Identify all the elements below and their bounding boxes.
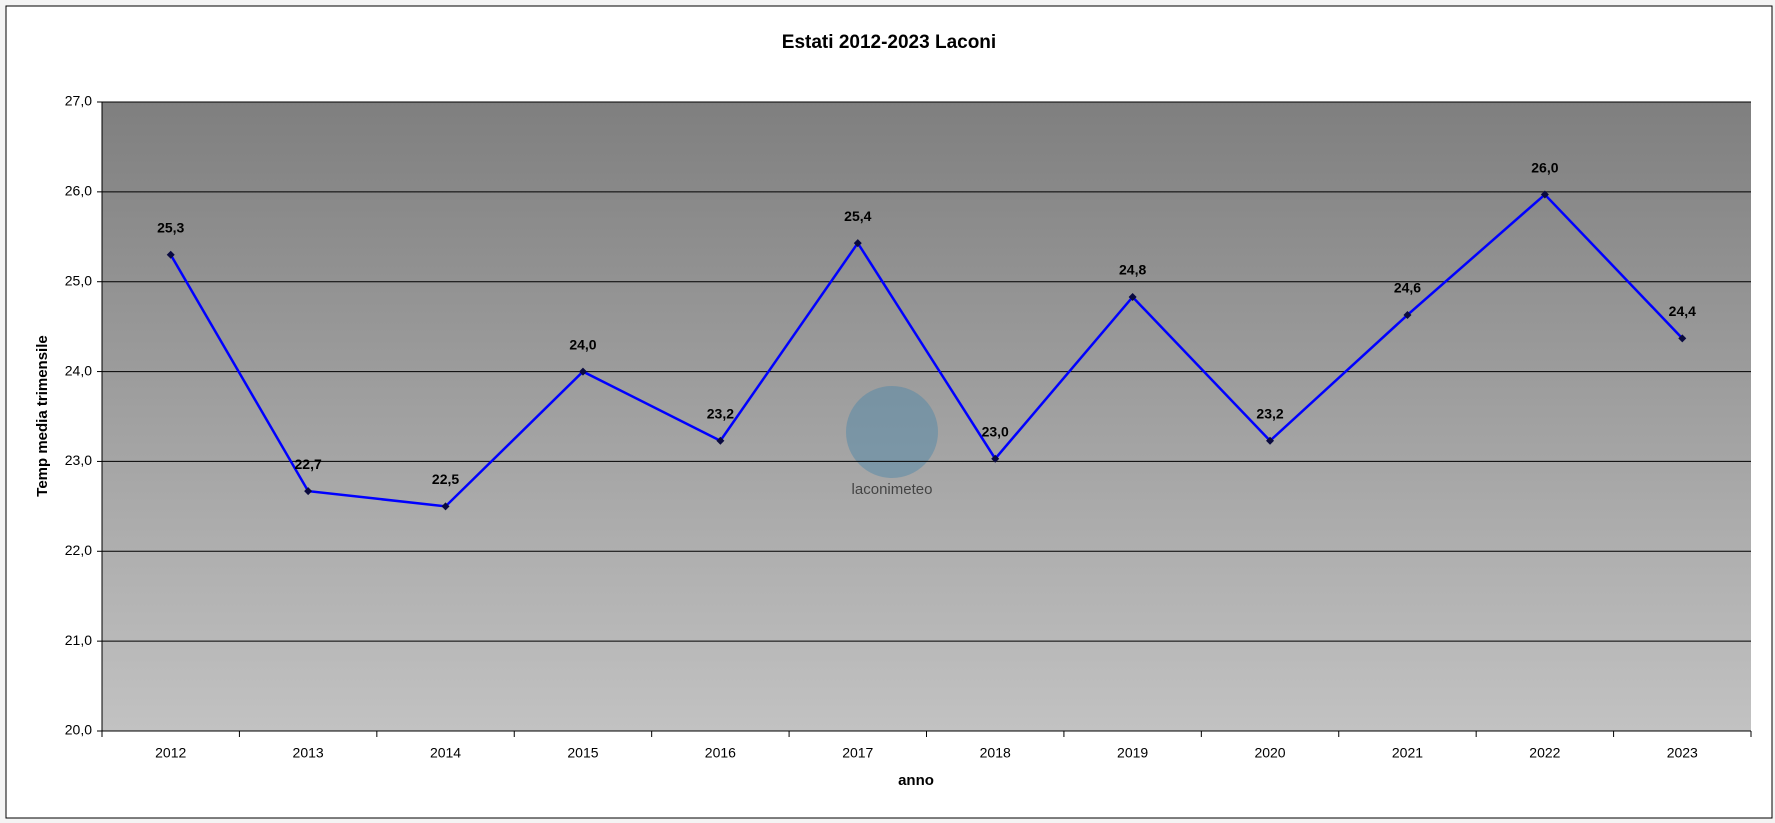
data-label: 23,0	[982, 423, 1009, 439]
y-tick-label: 26,0	[65, 183, 92, 199]
x-tick-label: 2019	[1117, 745, 1148, 761]
data-label: 25,3	[157, 219, 184, 235]
data-label: 22,7	[295, 456, 322, 472]
data-label: 23,2	[1256, 405, 1283, 421]
y-axis-title: Temp media trimensile	[34, 335, 51, 496]
y-axis-title-group: Temp media trimensile	[34, 335, 51, 496]
x-tick-label: 2020	[1254, 745, 1285, 761]
data-point	[1266, 436, 1275, 445]
data-label: 23,2	[707, 405, 734, 421]
data-point	[166, 250, 175, 259]
data-label: 24,6	[1394, 280, 1421, 296]
x-tick-label: 2015	[567, 745, 598, 761]
x-tick-label: 2017	[842, 745, 873, 761]
y-tick-label: 25,0	[65, 272, 92, 288]
data-point	[441, 502, 450, 511]
y-tick-label: 24,0	[65, 362, 92, 378]
data-label: 25,4	[844, 208, 871, 224]
y-tick-label: 22,0	[65, 542, 92, 558]
data-line	[169, 192, 1684, 508]
data-label: 22,5	[432, 471, 459, 487]
data-point	[1678, 334, 1687, 343]
plot-area	[102, 102, 1751, 731]
data-point	[1128, 292, 1137, 301]
data-label: 24,8	[1119, 262, 1146, 278]
watermark-logo	[846, 386, 938, 478]
y-tick-label: 27,0	[65, 93, 92, 109]
y-tick-label: 23,0	[65, 452, 92, 468]
x-tick-label: 2021	[1392, 745, 1423, 761]
data-label: 24,4	[1669, 303, 1696, 319]
data-point	[1403, 310, 1412, 319]
data-point	[991, 454, 1000, 463]
x-tick-label: 2014	[430, 745, 461, 761]
data-point	[853, 239, 862, 248]
x-axis-title: anno	[898, 772, 934, 789]
data-label: 24,0	[569, 336, 596, 352]
x-tick-label: 2023	[1667, 745, 1698, 761]
x-tick-label: 2013	[293, 745, 324, 761]
data-point	[578, 367, 587, 376]
watermark: laconimeteo	[852, 481, 933, 498]
x-tick-label: 2018	[980, 745, 1011, 761]
data-point	[304, 487, 313, 496]
data-label: 26,0	[1531, 159, 1558, 175]
data-point	[716, 436, 725, 445]
x-tick-label: 2016	[705, 745, 736, 761]
y-tick-label: 20,0	[65, 722, 92, 738]
data-point	[1540, 190, 1549, 199]
x-tick-label: 2022	[1529, 745, 1560, 761]
chart-title: Estati 2012-2023 Laconi	[782, 32, 996, 53]
y-tick-label: 21,0	[65, 632, 92, 648]
x-tick-label: 2012	[155, 745, 186, 761]
